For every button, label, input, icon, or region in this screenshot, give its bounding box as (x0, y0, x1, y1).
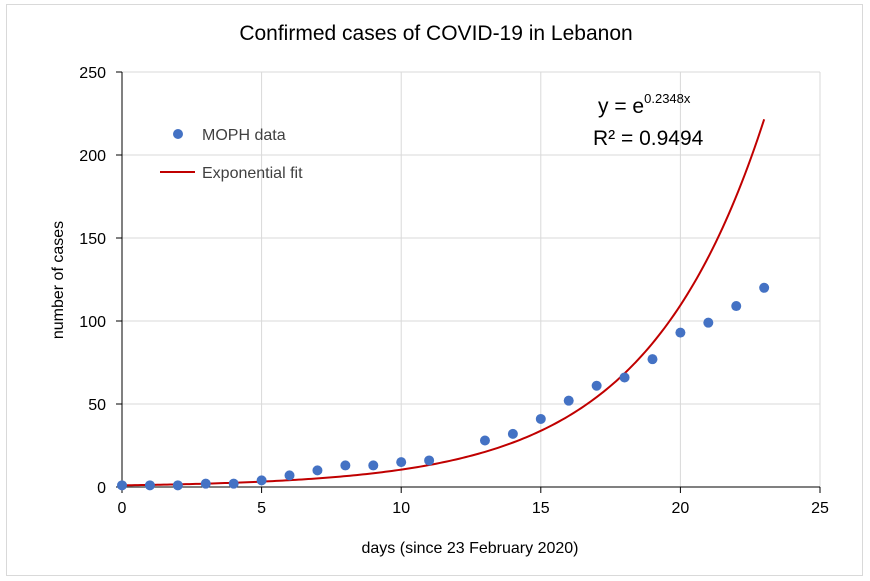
r-squared-text: R² = 0.9494 (593, 127, 704, 150)
data-point (591, 380, 602, 391)
legend-label-fit: Exponential fit (202, 165, 303, 182)
data-point (172, 480, 183, 491)
data-point (256, 475, 267, 486)
x-tick-label: 5 (257, 500, 266, 517)
grid (122, 71, 821, 487)
data-point (507, 428, 518, 439)
data-point (144, 480, 155, 491)
y-axis-label: number of cases (50, 221, 67, 339)
legend-label-moph: MOPH data (202, 127, 286, 144)
data-point (368, 460, 379, 471)
data-point (731, 301, 742, 312)
data-point (619, 372, 630, 383)
y-tick-label: 100 (79, 314, 106, 331)
equation-exponent: 0.2348x (644, 91, 691, 106)
data-point (284, 470, 295, 481)
y-tick-label: 50 (88, 397, 106, 414)
x-ticks: 0 5 10 15 20 25 (118, 487, 829, 517)
chart-title: Confirmed cases of COVID-19 in Lebanon (239, 22, 632, 45)
x-tick-label: 15 (532, 500, 550, 517)
data-point (312, 465, 323, 476)
x-tick-label: 20 (672, 500, 690, 517)
equation-text: y = e0.2348x (598, 91, 691, 118)
data-point (759, 282, 770, 293)
data-point (535, 413, 546, 424)
data-point (200, 478, 211, 489)
equation-base: y = e (598, 95, 644, 118)
data-series (117, 282, 770, 491)
x-axis-label: days (since 23 February 2020) (362, 540, 579, 557)
data-point (396, 457, 407, 468)
x-tick-label: 25 (811, 500, 829, 517)
data-point (117, 480, 127, 491)
data-point (424, 455, 435, 466)
y-tick-label: 150 (79, 231, 106, 248)
legend-marker-moph (173, 129, 183, 139)
y-tick-label: 200 (79, 148, 106, 165)
y-tick-label: 0 (97, 480, 106, 497)
data-point (675, 327, 686, 338)
x-tick-label: 10 (392, 500, 410, 517)
legend: MOPH data Exponential fit (160, 127, 303, 182)
data-point (228, 478, 239, 489)
x-tick-label: 0 (118, 500, 127, 517)
data-point (647, 354, 658, 365)
data-point (479, 435, 490, 446)
data-point (563, 395, 574, 406)
data-point (703, 317, 714, 328)
fit-equation: y = e0.2348x R² = 0.9494 (593, 91, 704, 150)
data-point (340, 460, 351, 471)
y-ticks: 0 50 100 150 200 250 (79, 65, 122, 497)
y-tick-label: 250 (79, 65, 106, 82)
